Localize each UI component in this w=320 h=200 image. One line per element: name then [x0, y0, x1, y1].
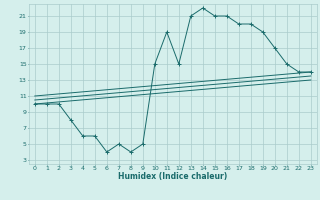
X-axis label: Humidex (Indice chaleur): Humidex (Indice chaleur) — [118, 172, 228, 181]
